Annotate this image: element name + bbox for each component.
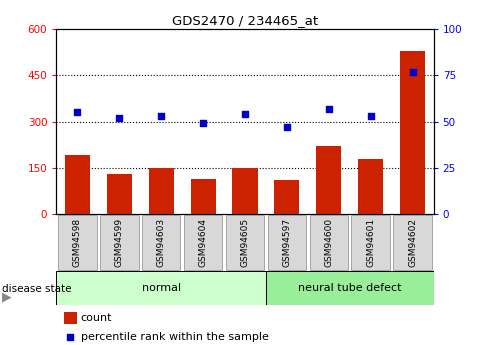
Point <box>241 111 249 117</box>
Point <box>325 106 333 111</box>
Text: GSM94603: GSM94603 <box>157 218 166 267</box>
FancyBboxPatch shape <box>58 215 97 270</box>
Point <box>157 113 165 119</box>
Bar <box>65 156 90 214</box>
FancyBboxPatch shape <box>56 271 266 305</box>
FancyBboxPatch shape <box>310 215 348 270</box>
Text: GSM94597: GSM94597 <box>282 218 292 267</box>
Bar <box>232 168 258 214</box>
Text: percentile rank within the sample: percentile rank within the sample <box>81 332 269 342</box>
Text: GSM94601: GSM94601 <box>366 218 375 267</box>
Text: GSM94602: GSM94602 <box>408 218 417 267</box>
Text: count: count <box>81 313 112 323</box>
Point <box>66 334 74 339</box>
Text: GSM94600: GSM94600 <box>324 218 333 267</box>
Bar <box>400 51 425 214</box>
FancyBboxPatch shape <box>184 215 222 270</box>
Text: GSM94605: GSM94605 <box>241 218 249 267</box>
Bar <box>316 146 342 214</box>
Point <box>283 125 291 130</box>
Text: ▶: ▶ <box>2 291 12 304</box>
Title: GDS2470 / 234465_at: GDS2470 / 234465_at <box>172 14 318 27</box>
Bar <box>191 178 216 214</box>
FancyBboxPatch shape <box>351 215 390 270</box>
Text: GSM94598: GSM94598 <box>73 218 82 267</box>
Bar <box>358 159 383 214</box>
Text: GSM94599: GSM94599 <box>115 218 124 267</box>
Text: normal: normal <box>142 283 181 293</box>
Point <box>74 110 81 115</box>
Point <box>199 121 207 126</box>
Bar <box>107 174 132 214</box>
Text: disease state: disease state <box>2 284 72 294</box>
FancyBboxPatch shape <box>226 215 264 270</box>
FancyBboxPatch shape <box>268 215 306 270</box>
Bar <box>274 180 299 214</box>
Point <box>409 69 416 75</box>
Bar <box>148 168 174 214</box>
Bar <box>64 312 77 324</box>
Point <box>367 113 375 119</box>
Text: neural tube defect: neural tube defect <box>298 283 402 293</box>
Text: GSM94604: GSM94604 <box>198 218 208 267</box>
FancyBboxPatch shape <box>393 215 432 270</box>
FancyBboxPatch shape <box>142 215 180 270</box>
FancyBboxPatch shape <box>100 215 139 270</box>
Point <box>115 115 123 121</box>
FancyBboxPatch shape <box>266 271 434 305</box>
